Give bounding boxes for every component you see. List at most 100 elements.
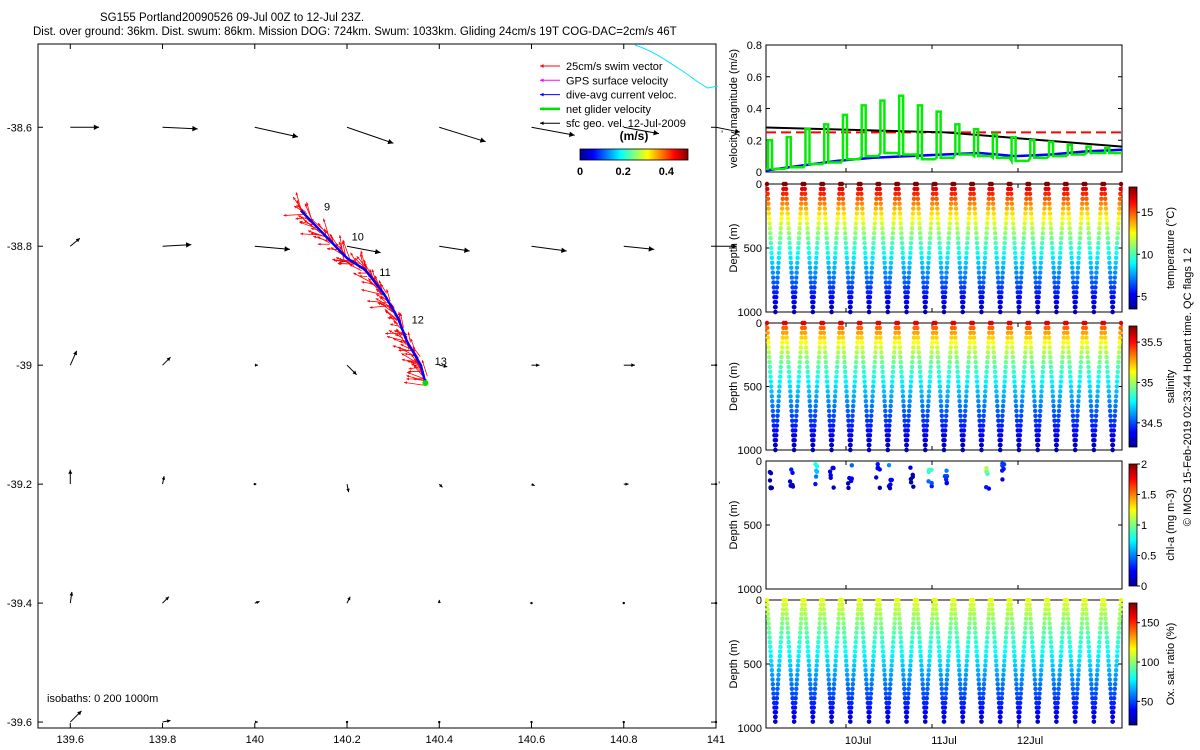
oxygen-panel-point	[909, 639, 915, 645]
chlorophyll-panel-colorbar-tick-label: 0.5	[1141, 551, 1156, 563]
oxygen-panel-point	[766, 625, 772, 631]
oxygen-panel-point	[995, 681, 1000, 687]
temperature-panel-point	[1050, 255, 1056, 261]
temperature-panel-point	[957, 255, 962, 261]
temperature-panel-point	[864, 280, 870, 285]
oxygen-panel-point	[887, 696, 892, 701]
oxygen-panel-point	[944, 686, 949, 692]
oxygen-panel-point	[986, 621, 991, 626]
temperature-panel-point	[802, 181, 807, 187]
temperature-panel-point	[845, 270, 850, 275]
salinity-panel-point	[935, 350, 940, 355]
temperature-panel-point	[911, 206, 916, 211]
temperature-panel-point	[918, 240, 923, 246]
temperature-panel-point	[849, 280, 855, 285]
salinity-panel-point	[1030, 369, 1035, 375]
oxygen-panel-point	[825, 663, 830, 668]
oxygen-panel-point	[823, 635, 829, 640]
oxygen-panel-point	[848, 719, 853, 724]
salinity-panel-point	[824, 374, 829, 379]
salinity-panel-point	[923, 442, 928, 448]
temperature-panel-point	[921, 280, 926, 285]
salinity-panel-point	[1024, 330, 1029, 335]
legend-arrow-head	[540, 121, 544, 126]
temperature-panel-point	[1021, 231, 1027, 236]
oxygen-panel-point	[1113, 677, 1118, 682]
salinity-panel-point	[765, 325, 770, 331]
salinity-panel-point	[814, 389, 819, 394]
chlorophyll-panel-point	[1001, 462, 1007, 467]
salinity-panel-point	[853, 359, 859, 365]
oxygen-panel-point	[1065, 616, 1071, 621]
salinity-panel-point	[924, 428, 929, 433]
salinity-panel-point	[927, 379, 932, 384]
oxygen-panel-point	[1104, 630, 1109, 635]
salinity-panel-point	[1023, 350, 1028, 355]
temperature-panel-point	[947, 221, 952, 226]
footer-credit: © IMOS 15-Feb-2019 02:33:44 Hobart time.…	[1182, 248, 1194, 526]
salinity-panel-point	[809, 423, 814, 428]
oxygen-panel-point	[1066, 621, 1071, 626]
salinity-panel-point	[827, 418, 832, 423]
temperature-panel-point	[1089, 270, 1094, 275]
oxygen-panel-point	[802, 602, 807, 607]
temperature-panel-point	[844, 255, 850, 261]
temperature-panel-point	[971, 196, 977, 201]
oxygen-panel-point	[1117, 616, 1122, 621]
swim-vector-head	[353, 272, 357, 276]
salinity-panel-point	[967, 335, 973, 340]
salinity-panel-point	[1064, 325, 1070, 331]
temperature-panel-point	[814, 250, 819, 256]
oxygen-panel-point	[843, 649, 848, 654]
geo-vector-dot	[622, 720, 625, 724]
salinity-panel-point	[984, 374, 989, 379]
oxygen-panel-point	[802, 607, 808, 612]
salinity-panel-point	[927, 384, 932, 389]
geo-vector-head	[443, 364, 448, 368]
salinity-panel-point	[1071, 423, 1076, 428]
salinity-panel-point	[975, 384, 980, 389]
salinity-panel-point	[1036, 438, 1041, 443]
chlorophyll-panel-point	[983, 485, 989, 490]
temperature-panel-point	[908, 250, 913, 256]
salinity-panel-point	[1070, 403, 1075, 409]
oxygen-panel-point	[854, 625, 859, 631]
swim-vector-head	[354, 258, 358, 261]
temperature-panel-point	[1058, 250, 1063, 256]
salinity-panel-point	[783, 320, 788, 326]
salinity-panel-point	[816, 354, 822, 360]
temperature-panel-point	[1017, 304, 1022, 310]
temperature-panel-point	[980, 285, 986, 290]
salinity-panel-point	[872, 364, 877, 370]
salinity-panel-point	[1087, 389, 1093, 394]
oxygen-panel-point	[873, 621, 878, 626]
temperature-panel-point	[889, 245, 895, 251]
oxygen-panel-point	[1051, 681, 1057, 687]
oxygen-panel-point	[965, 639, 971, 645]
swim-vector-head	[307, 230, 311, 233]
salinity-panel-point	[911, 335, 917, 340]
salinity-panel-point	[887, 418, 892, 423]
oxygen-panel-point	[815, 649, 820, 654]
oxygen-panel-point	[911, 621, 916, 626]
salinity-panel-point	[1008, 325, 1014, 331]
oxygen-panel-point	[1031, 663, 1037, 668]
salinity-panel-point	[1087, 384, 1092, 389]
temperature-panel-point	[1027, 191, 1033, 197]
oxygen-panel-point	[1092, 700, 1098, 706]
oxygen-panel-point	[835, 630, 840, 635]
oxygen-panel-point	[898, 639, 904, 645]
temperature-panel-point	[769, 255, 775, 261]
oxygen-panel-point	[1024, 611, 1029, 617]
temperature-panel-point	[1054, 304, 1059, 310]
temperature-panel-point	[955, 226, 960, 231]
swim-vector-head	[357, 271, 361, 275]
temperature-panel-point	[810, 304, 816, 310]
salinity-panel-point	[1089, 408, 1094, 414]
swim-vector-head	[413, 365, 417, 369]
temperature-panel-point	[961, 299, 966, 305]
temperature-panel-point	[934, 201, 940, 206]
chlorophyll-panel-point	[849, 463, 854, 468]
salinity-panel-point	[1098, 350, 1103, 355]
salinity-panel-point	[994, 394, 999, 399]
